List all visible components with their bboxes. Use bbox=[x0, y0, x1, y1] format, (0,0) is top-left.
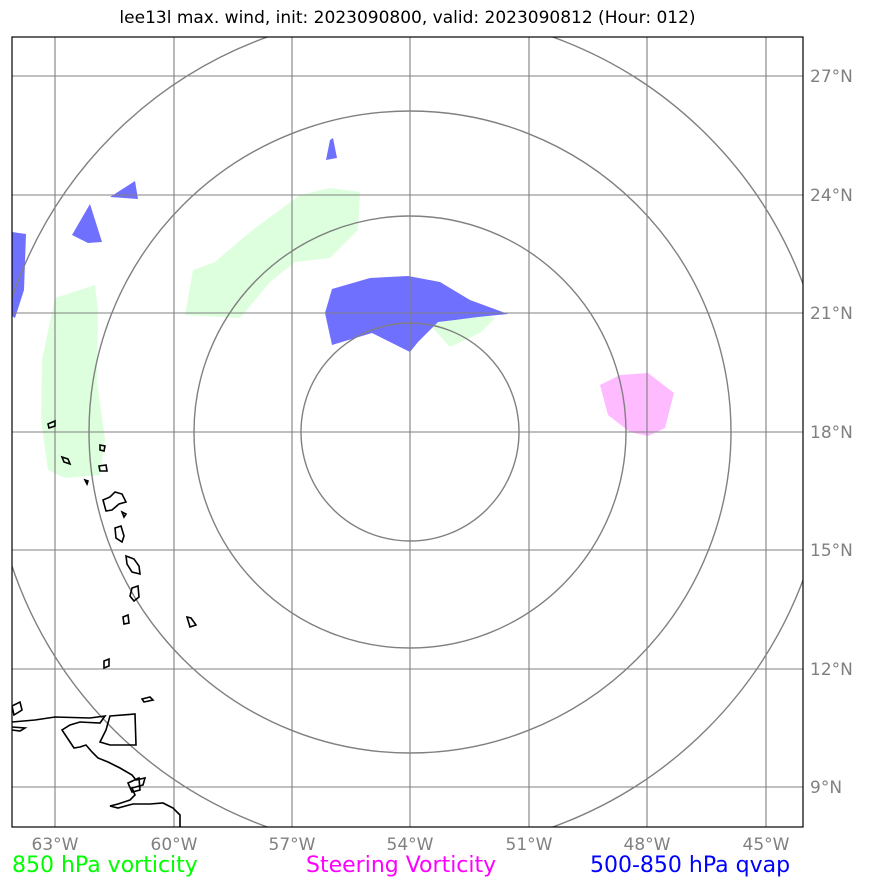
legend-steering-vorticity: Steering Vorticity bbox=[306, 853, 497, 878]
lon-tick-label: 48°W bbox=[624, 835, 671, 855]
island-outline bbox=[126, 776, 141, 793]
coast-outline bbox=[12, 714, 181, 827]
island-outline bbox=[185, 615, 198, 629]
lat-tick-label: 24°N bbox=[810, 186, 853, 206]
island-outline bbox=[98, 713, 137, 746]
qvap-area bbox=[326, 138, 337, 160]
island-outline bbox=[98, 464, 108, 472]
island-outline bbox=[83, 478, 90, 487]
island-outline bbox=[103, 657, 110, 670]
steering-vorticity-layer bbox=[600, 373, 674, 436]
island-outline bbox=[12, 700, 23, 717]
lon-tick-label: 57°W bbox=[269, 835, 316, 855]
lat-tick-label: 18°N bbox=[810, 423, 853, 443]
lat-tick-label: 21°N bbox=[810, 304, 853, 324]
island-outline bbox=[102, 491, 128, 512]
legend-qvap: 500-850 hPa qvap bbox=[590, 853, 791, 878]
qvap-layer bbox=[12, 138, 508, 352]
vorticity-850-area bbox=[185, 188, 360, 318]
qvap-area bbox=[325, 276, 508, 352]
island-outline bbox=[12, 726, 28, 732]
qvap-area bbox=[110, 181, 138, 199]
legend-850-vorticity: 850 hPa vorticity bbox=[12, 853, 198, 878]
map-title: lee13l max. wind, init: 2023090800, vali… bbox=[119, 8, 696, 28]
lon-tick-label: 60°W bbox=[151, 835, 198, 855]
steering-vorticity-area bbox=[600, 373, 674, 436]
island-outline bbox=[125, 554, 141, 576]
coastlines bbox=[12, 419, 198, 827]
island-outline bbox=[140, 696, 155, 703]
lat-tick-label: 9°N bbox=[810, 778, 842, 798]
lat-tick-labels: 27°N 24°N 21°N 18°N 15°N 12°N 9°N bbox=[810, 67, 853, 798]
island-outline bbox=[114, 524, 125, 544]
island-outline bbox=[122, 613, 130, 625]
graticule bbox=[12, 37, 803, 827]
island-outline bbox=[129, 584, 140, 603]
island-outline bbox=[120, 510, 128, 519]
lat-tick-label: 15°N bbox=[810, 541, 853, 561]
vorticity-850-area bbox=[41, 285, 105, 478]
island-outline bbox=[60, 455, 72, 466]
lon-tick-label: 63°W bbox=[32, 835, 79, 855]
lat-tick-label: 12°N bbox=[810, 660, 853, 680]
qvap-area bbox=[12, 232, 26, 318]
island-outline bbox=[99, 444, 106, 452]
lon-tick-labels: 63°W 60°W 57°W 54°W 51°W 48°W 45°W bbox=[32, 835, 790, 855]
lon-tick-label: 45°W bbox=[743, 835, 790, 855]
lon-tick-label: 54°W bbox=[387, 835, 434, 855]
map-frame bbox=[11, 36, 804, 828]
lat-tick-label: 27°N bbox=[810, 67, 853, 87]
qvap-area bbox=[72, 204, 102, 243]
lon-tick-label: 51°W bbox=[506, 835, 553, 855]
island-outline bbox=[47, 419, 56, 430]
